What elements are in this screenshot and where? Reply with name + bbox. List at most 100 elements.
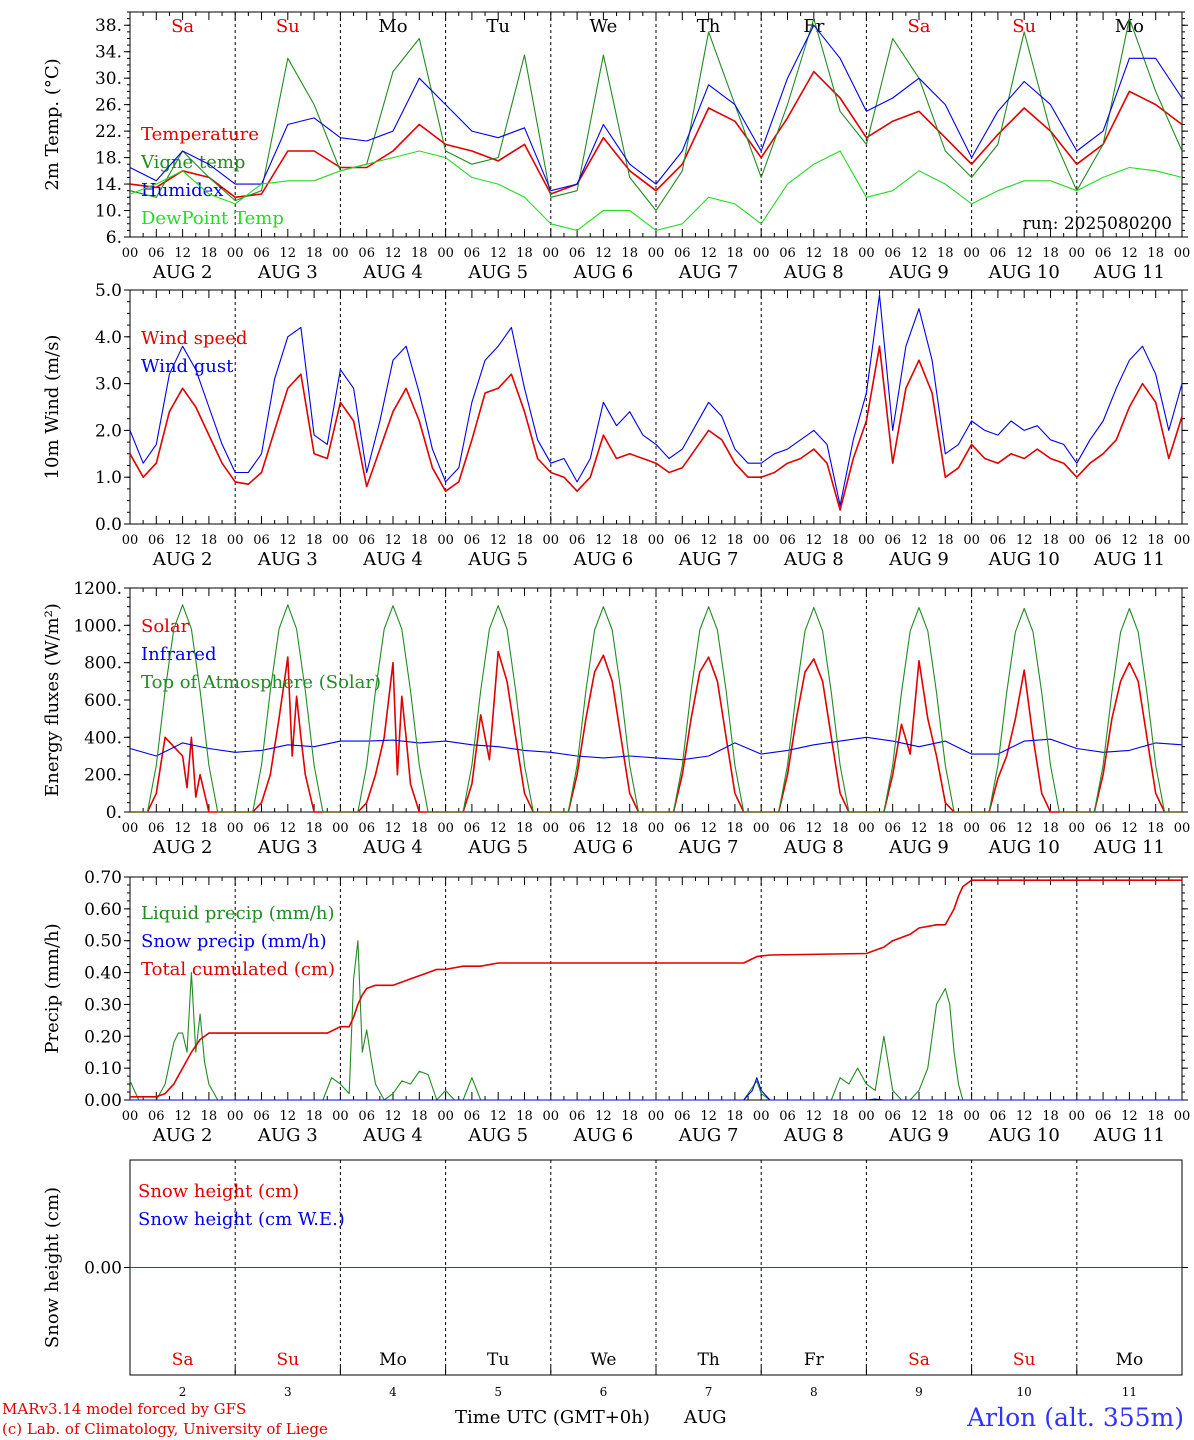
y-tick-label: 1200.	[73, 579, 122, 599]
hour-label: 06	[674, 821, 691, 836]
day-number: 2	[179, 1385, 187, 1399]
hour-label: 18	[411, 821, 428, 836]
legend-entry: Infrared	[141, 644, 216, 665]
weekday-label: Su	[1012, 16, 1036, 37]
hour-label: 12	[700, 821, 717, 836]
hour-label: 12	[174, 533, 191, 548]
hour-label: 12	[174, 1109, 191, 1124]
hour-label: 18	[1147, 1109, 1164, 1124]
hour-label: 12	[700, 1109, 717, 1124]
hour-label: 06	[674, 246, 691, 261]
panel-energy: 00 06 12 18 00 06 12 18 00 06 12 18 00 06 12 18 00 06 12 18…	[42, 579, 1190, 858]
hour-label: 00	[858, 821, 875, 836]
hour-label: 00	[858, 246, 875, 261]
day-number: 4	[389, 1385, 397, 1399]
hour-label: 12	[490, 246, 507, 261]
hour-label: 00	[332, 246, 349, 261]
hour-label: 12	[385, 1109, 402, 1124]
weekday-label: Sa	[171, 16, 194, 37]
hour-label: 00	[858, 1109, 875, 1124]
hour-label: 12	[1121, 821, 1138, 836]
weekday-label: Th	[697, 1350, 719, 1370]
weekday-label: Fr	[804, 1350, 825, 1370]
date-label: AUG 2	[152, 262, 213, 283]
series-line	[129, 736, 1183, 761]
y-tick-label: 0.00	[84, 1259, 122, 1279]
hour-label: 18	[832, 246, 849, 261]
model-credit: MARv3.14 model forced by GFS	[2, 1400, 247, 1418]
legend-entry: Wind gust	[141, 356, 234, 377]
hour-label: 06	[674, 533, 691, 548]
series-line	[129, 294, 1183, 506]
hour-label: 12	[911, 821, 928, 836]
weekday-label: Su	[1013, 1350, 1036, 1370]
hour-label: 18	[937, 533, 954, 548]
y-axis-label: 10m Wind (m/s)	[42, 335, 63, 480]
hour-label: 00	[753, 821, 770, 836]
hour-label: 18	[411, 533, 428, 548]
y-tick-label: 0.00	[84, 1091, 122, 1111]
date-label: AUG 5	[467, 549, 528, 570]
date-label: AUG 6	[573, 262, 634, 283]
series-line	[129, 150, 1183, 231]
hour-label: 06	[990, 246, 1007, 261]
hour-label: 00	[122, 821, 139, 836]
hour-label: 12	[385, 821, 402, 836]
hour-label: 06	[148, 1109, 165, 1124]
hour-label: 00	[963, 246, 980, 261]
y-axis-label: Snow height (cm)	[42, 1187, 63, 1348]
hour-label: 06	[674, 1109, 691, 1124]
date-label: AUG 8	[783, 262, 844, 283]
y-tick-label: 0.40	[84, 964, 122, 984]
hour-label: 12	[806, 1109, 823, 1124]
date-label: AUG 6	[573, 549, 634, 570]
date-label: AUG 10	[988, 837, 1060, 858]
panel-temperature: 00 06 12 18 00 06 12 18 00 06 12 18 00 06 12 18 00 06 12 18…	[42, 11, 1190, 283]
hour-label: 00	[332, 533, 349, 548]
hour-label: 18	[621, 1109, 638, 1124]
date-label: AUG 3	[257, 1125, 318, 1146]
y-tick-label: 3.0	[95, 375, 122, 395]
hour-label: 12	[385, 533, 402, 548]
hour-label: 00	[1069, 821, 1086, 836]
date-label: AUG 5	[467, 1125, 528, 1146]
hour-label: 12	[1016, 821, 1033, 836]
hour-label: 00	[122, 533, 139, 548]
hour-label: 18	[937, 1109, 954, 1124]
hour-label: 12	[1016, 246, 1033, 261]
y-tick-label: 0.60	[84, 900, 122, 920]
hour-label: 12	[1121, 1109, 1138, 1124]
hour-label: 06	[253, 533, 270, 548]
y-tick-label: 1000.	[73, 616, 122, 636]
hour-label: 18	[621, 533, 638, 548]
lab-credit: (c) Lab. of Climatology, University of L…	[2, 1420, 328, 1438]
weekday-label: Mo	[1116, 1350, 1144, 1370]
y-tick-label: 2.0	[95, 421, 122, 441]
hour-label: 06	[253, 1109, 270, 1124]
hour-label: 00	[437, 246, 454, 261]
hour-label: 12	[490, 1109, 507, 1124]
weekday-label: Mo	[1115, 16, 1144, 37]
hour-label: 00	[1069, 533, 1086, 548]
y-tick-label: 38.	[95, 16, 122, 36]
date-label: AUG 4	[362, 837, 423, 858]
hour-label: 06	[779, 246, 796, 261]
date-label: AUG 7	[678, 549, 739, 570]
legend-entry: DewPoint Temp	[141, 208, 284, 229]
day-number: 7	[705, 1385, 713, 1399]
hour-label: 00	[227, 821, 244, 836]
hour-label: 18	[1147, 533, 1164, 548]
hour-label: 06	[884, 1109, 901, 1124]
date-label: AUG 5	[467, 837, 528, 858]
date-label: AUG 3	[257, 837, 318, 858]
hour-label: 00	[543, 533, 560, 548]
y-tick-label: 0.50	[84, 932, 122, 952]
hour-label: 18	[201, 1109, 218, 1124]
hour-label: 18	[201, 821, 218, 836]
date-label: AUG 11	[1093, 837, 1165, 858]
hour-label: 12	[280, 246, 297, 261]
y-tick-label: 200.	[84, 766, 122, 786]
y-tick-label: 0.30	[84, 995, 122, 1015]
hour-label: 12	[490, 821, 507, 836]
date-label: AUG 4	[362, 549, 423, 570]
